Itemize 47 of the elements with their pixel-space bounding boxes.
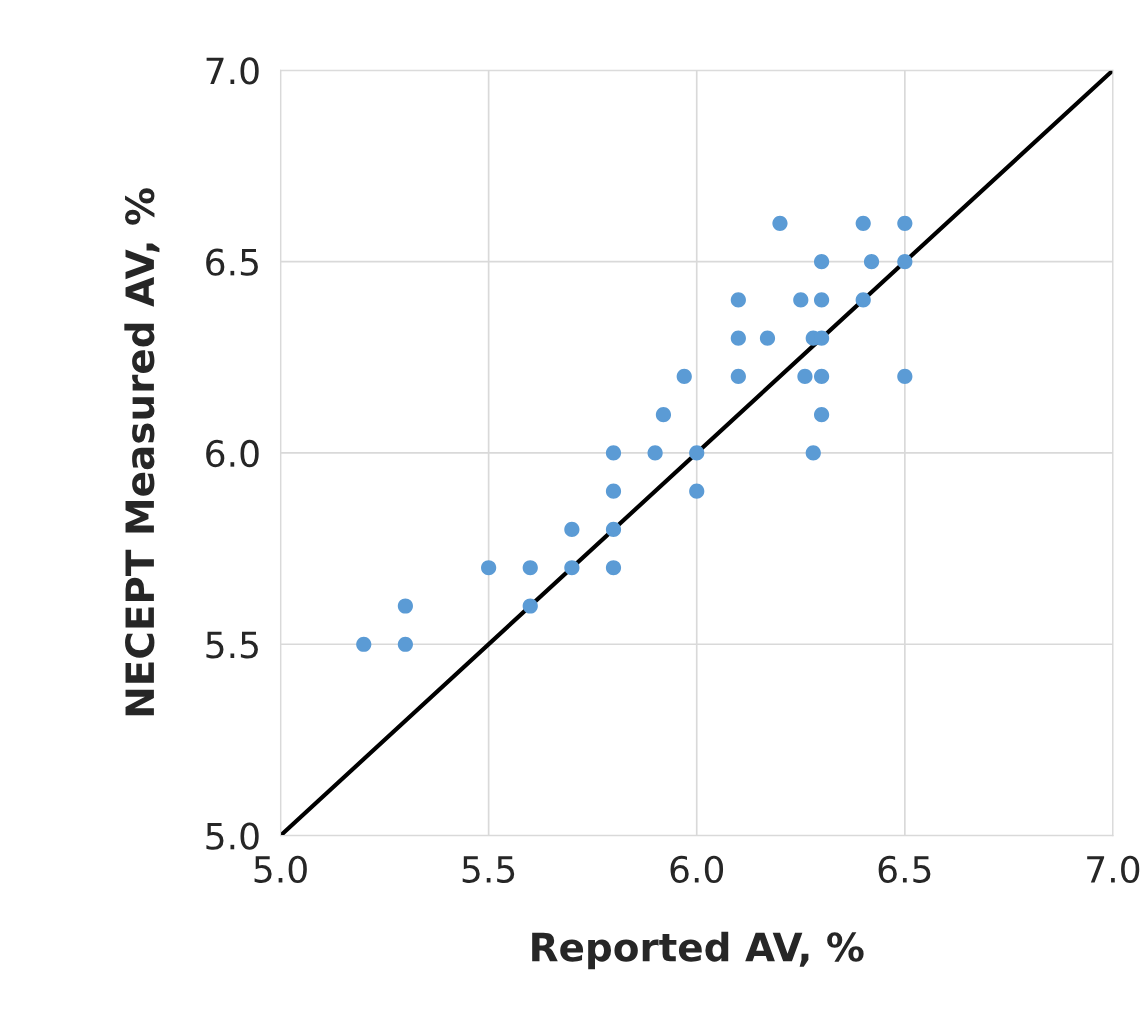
point	[605, 445, 622, 461]
point	[897, 254, 913, 270]
point	[676, 368, 692, 385]
point	[605, 560, 622, 576]
point	[855, 215, 871, 231]
point	[897, 368, 913, 385]
y-tick-label: 6.5	[206, 248, 258, 276]
point	[689, 445, 705, 461]
x-axis-title: Reported AV, %	[532, 931, 864, 970]
x-tick-label: 7.0	[1087, 855, 1140, 883]
point	[805, 445, 821, 461]
point	[730, 292, 746, 308]
x-tick-label: 5.0	[254, 855, 307, 883]
x-tick-label: 6.5	[878, 855, 931, 883]
point	[564, 560, 580, 576]
point	[772, 215, 788, 231]
point	[397, 598, 413, 614]
point	[759, 330, 776, 346]
point	[897, 215, 913, 231]
point	[730, 368, 746, 385]
y-tick-label: 7.0	[206, 57, 259, 85]
point	[655, 407, 672, 423]
y-tick-label: 5.0	[206, 822, 259, 850]
point	[730, 330, 746, 346]
point	[605, 483, 622, 499]
point	[522, 560, 538, 576]
point	[813, 254, 830, 270]
point	[793, 292, 809, 308]
point	[605, 521, 622, 538]
point	[797, 368, 813, 385]
y-axis-title: NECEPT Measured AV, %	[124, 188, 160, 716]
x-tick-label: 5.5	[462, 856, 515, 883]
point	[863, 254, 880, 270]
point	[855, 292, 871, 308]
point	[481, 560, 497, 576]
y-tick-label: 5.5	[206, 631, 258, 659]
point	[356, 636, 372, 652]
point	[689, 483, 705, 499]
x-tick-label: 6.0	[670, 855, 724, 883]
point	[564, 521, 580, 538]
point	[813, 292, 830, 308]
point	[647, 445, 663, 461]
point	[397, 636, 413, 652]
point	[813, 368, 830, 385]
point	[813, 407, 830, 423]
y-tick-label: 6.0	[206, 439, 259, 468]
point	[522, 598, 538, 614]
